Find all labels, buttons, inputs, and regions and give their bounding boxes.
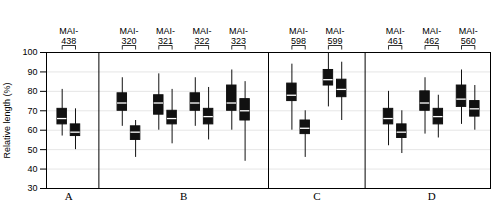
svg-text:90: 90 (27, 67, 37, 77)
svg-text:60: 60 (27, 125, 37, 135)
svg-text:40: 40 (27, 164, 37, 174)
svg-text:MAI-320: MAI-320 (119, 26, 138, 46)
svg-text:30: 30 (27, 183, 37, 193)
svg-text:MAI-461: MAI-461 (386, 26, 405, 46)
svg-text:100: 100 (22, 47, 37, 57)
svg-text:D: D (428, 190, 436, 202)
svg-text:MAI-560: MAI-560 (459, 26, 478, 46)
svg-text:Relative length (%): Relative length (%) (2, 82, 12, 158)
svg-text:MAI-323: MAI-323 (229, 26, 248, 46)
svg-text:B: B (180, 190, 187, 202)
svg-text:A: A (65, 190, 73, 202)
svg-text:50: 50 (27, 145, 37, 155)
svg-text:MAI-438: MAI-438 (59, 26, 78, 46)
svg-text:80: 80 (27, 86, 37, 96)
svg-text:MAI-322: MAI-322 (192, 26, 211, 46)
svg-text:MAI-462: MAI-462 (422, 26, 441, 46)
svg-text:MAI-321: MAI-321 (156, 26, 175, 46)
svg-text:70: 70 (27, 106, 37, 116)
svg-text:MAI-599: MAI-599 (326, 26, 345, 46)
svg-text:MAI-598: MAI-598 (289, 26, 308, 46)
svg-text:C: C (313, 190, 320, 202)
